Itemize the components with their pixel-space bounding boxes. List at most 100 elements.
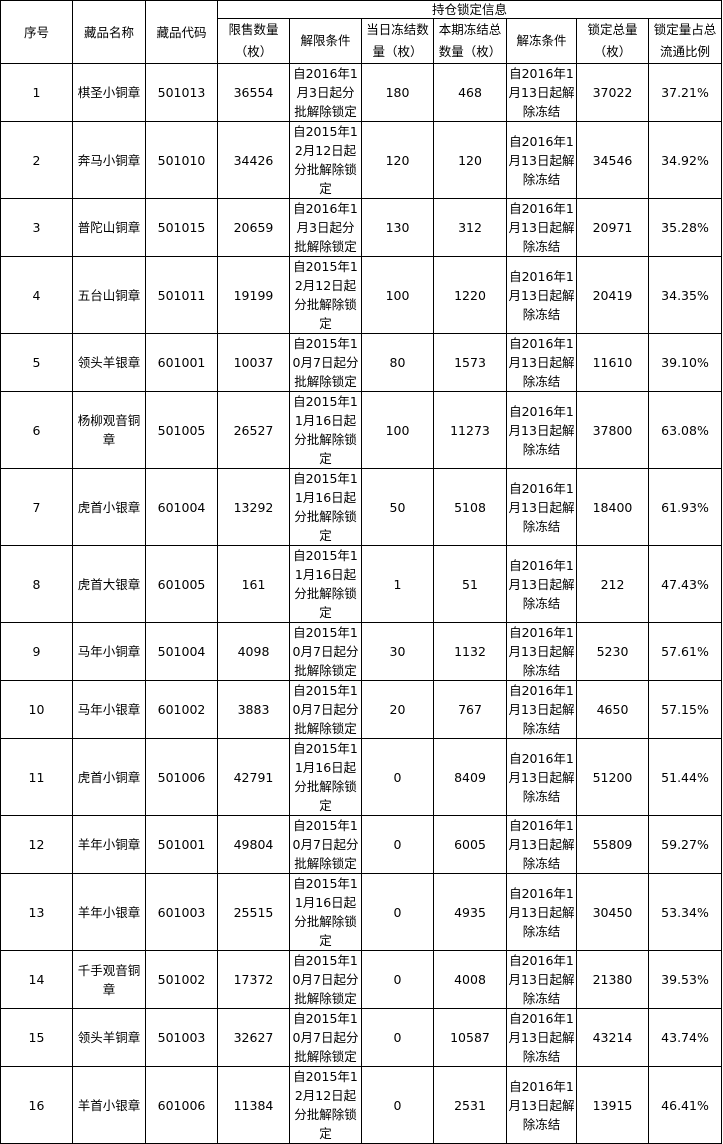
cell-unfreeze: 自2016年1月13日起解除冻结	[506, 1008, 577, 1067]
cell-total: 37022	[576, 63, 649, 122]
cell-total: 20971	[576, 198, 649, 257]
cell-period: 51	[433, 545, 507, 623]
cell-ratio: 57.15%	[647, 680, 723, 739]
cell-unlock: 自2015年12月12日起分批解除锁定	[289, 1066, 362, 1144]
cell-total: 212	[576, 545, 649, 623]
cell-seq: 15	[0, 1008, 73, 1067]
cell-unlock: 自2015年10月7日起分批解除锁定	[289, 333, 362, 392]
cell-seq: 14	[0, 950, 73, 1009]
cell-restricted: 20659	[217, 198, 290, 257]
cell-unfreeze: 自2016年1月13日起解除冻结	[506, 468, 577, 546]
cell-name: 杨柳观音铜章	[72, 391, 146, 469]
cell-unfreeze: 自2016年1月13日起解除冻结	[506, 950, 577, 1009]
cell-code: 601003	[145, 873, 218, 951]
table-row: 6 杨柳观音铜章 501005 26527 自2015年11月16日起分批解除锁定 100…	[0, 391, 723, 469]
cell-seq: 1	[0, 63, 73, 122]
cell-unlock: 自2015年10月7日起分批解除锁定	[289, 680, 362, 739]
cell-period: 5108	[433, 468, 507, 546]
table-row: 7 虎首小银章 601004 13292 自2015年11月16日起分批解除锁定 50 51…	[0, 468, 723, 546]
cell-name: 奔马小铜章	[72, 121, 146, 199]
cell-code: 601002	[145, 680, 218, 739]
cell-code: 501015	[145, 198, 218, 257]
cell-ratio: 47.43%	[647, 545, 723, 623]
cell-unfreeze: 自2016年1月13日起解除冻结	[506, 63, 577, 122]
cell-ratio: 59.27%	[647, 815, 723, 874]
cell-name: 虎首大银章	[72, 545, 146, 623]
cell-seq: 12	[0, 815, 73, 874]
header-ratio: 锁定量占总流通比例	[647, 18, 723, 64]
cell-restricted: 42791	[217, 738, 290, 816]
cell-seq: 7	[0, 468, 73, 546]
header-group: 持仓锁定信息	[216, 0, 723, 19]
cell-restricted: 49804	[217, 815, 290, 874]
cell-code: 501002	[145, 950, 218, 1009]
cell-total: 4650	[576, 680, 649, 739]
cell-name: 羊首小银章	[72, 1066, 146, 1144]
header-restricted: 限售数量（枚）	[217, 18, 290, 64]
cell-total: 43214	[576, 1008, 649, 1067]
table-row: 13 羊年小银章 601003 25515 自2015年11月16日起分批解除锁定 0 49…	[0, 873, 723, 951]
cell-total: 13915	[576, 1066, 649, 1144]
cell-unlock: 自2016年1月3日起分批解除锁定	[289, 198, 362, 257]
cell-seq: 8	[0, 545, 73, 623]
cell-unfreeze: 自2016年1月13日起解除冻结	[506, 256, 577, 334]
cell-period: 8409	[433, 738, 507, 816]
cell-ratio: 46.41%	[647, 1066, 723, 1144]
cell-code: 501006	[145, 738, 218, 816]
cell-unfreeze: 自2016年1月13日起解除冻结	[506, 873, 577, 951]
cell-unfreeze: 自2016年1月13日起解除冻结	[506, 738, 577, 816]
cell-restricted: 25515	[217, 873, 290, 951]
table-row: 16 羊首小银章 601006 11384 自2015年12月12日起分批解除锁定 0 25…	[0, 1066, 723, 1144]
cell-day: 0	[361, 815, 434, 874]
cell-seq: 16	[0, 1066, 73, 1144]
cell-period: 2531	[433, 1066, 507, 1144]
cell-day: 0	[361, 873, 434, 951]
cell-unfreeze: 自2016年1月13日起解除冻结	[506, 680, 577, 739]
cell-restricted: 36554	[217, 63, 290, 122]
cell-unlock: 自2015年11月16日起分批解除锁定	[289, 391, 362, 469]
table-row: 11 虎首小铜章 501006 42791 自2015年11月16日起分批解除锁定 0 84…	[0, 738, 723, 816]
table-row: 5 领头羊银章 601001 10037 自2015年10月7日起分批解除锁定 80 157…	[0, 333, 723, 392]
cell-ratio: 61.93%	[647, 468, 723, 546]
cell-restricted: 4098	[217, 622, 290, 681]
cell-total: 51200	[576, 738, 649, 816]
header-unlock-cond: 解限条件	[289, 18, 362, 64]
cell-period: 1573	[433, 333, 507, 392]
cell-period: 10587	[433, 1008, 507, 1067]
cell-code: 501010	[145, 121, 218, 199]
cell-period: 468	[433, 63, 507, 122]
cell-total: 5230	[576, 622, 649, 681]
cell-seq: 4	[0, 256, 73, 334]
cell-total: 55809	[576, 815, 649, 874]
cell-restricted: 32627	[217, 1008, 290, 1067]
cell-code: 501011	[145, 256, 218, 334]
cell-day: 80	[361, 333, 434, 392]
cell-unfreeze: 自2016年1月13日起解除冻结	[506, 391, 577, 469]
cell-day: 100	[361, 391, 434, 469]
cell-code: 501013	[145, 63, 218, 122]
cell-seq: 11	[0, 738, 73, 816]
cell-day: 30	[361, 622, 434, 681]
cell-restricted: 11384	[217, 1066, 290, 1144]
cell-seq: 9	[0, 622, 73, 681]
cell-code: 601001	[145, 333, 218, 392]
cell-period: 11273	[433, 391, 507, 469]
cell-code: 601004	[145, 468, 218, 546]
table-row: 10 马年小银章 601002 3883 自2015年10月7日起分批解除锁定 20 767…	[0, 680, 723, 739]
table-row: 8 虎首大银章 601005 161 自2015年11月16日起分批解除锁定 1 51 自20…	[0, 545, 723, 623]
cell-ratio: 53.34%	[647, 873, 723, 951]
cell-unlock: 自2015年11月16日起分批解除锁定	[289, 738, 362, 816]
cell-name: 棋圣小铜章	[72, 63, 146, 122]
cell-total: 21380	[576, 950, 649, 1009]
cell-unlock: 自2015年11月16日起分批解除锁定	[289, 468, 362, 546]
cell-ratio: 35.28%	[647, 198, 723, 257]
cell-restricted: 26527	[217, 391, 290, 469]
cell-ratio: 63.08%	[647, 391, 723, 469]
cell-name: 羊年小铜章	[72, 815, 146, 874]
cell-name: 领头羊铜章	[72, 1008, 146, 1067]
cell-day: 20	[361, 680, 434, 739]
cell-day: 0	[361, 738, 434, 816]
table-row: 12 羊年小铜章 501001 49804 自2015年10月7日起分批解除锁定 0 600…	[0, 815, 723, 874]
cell-code: 601006	[145, 1066, 218, 1144]
cell-name: 领头羊银章	[72, 333, 146, 392]
